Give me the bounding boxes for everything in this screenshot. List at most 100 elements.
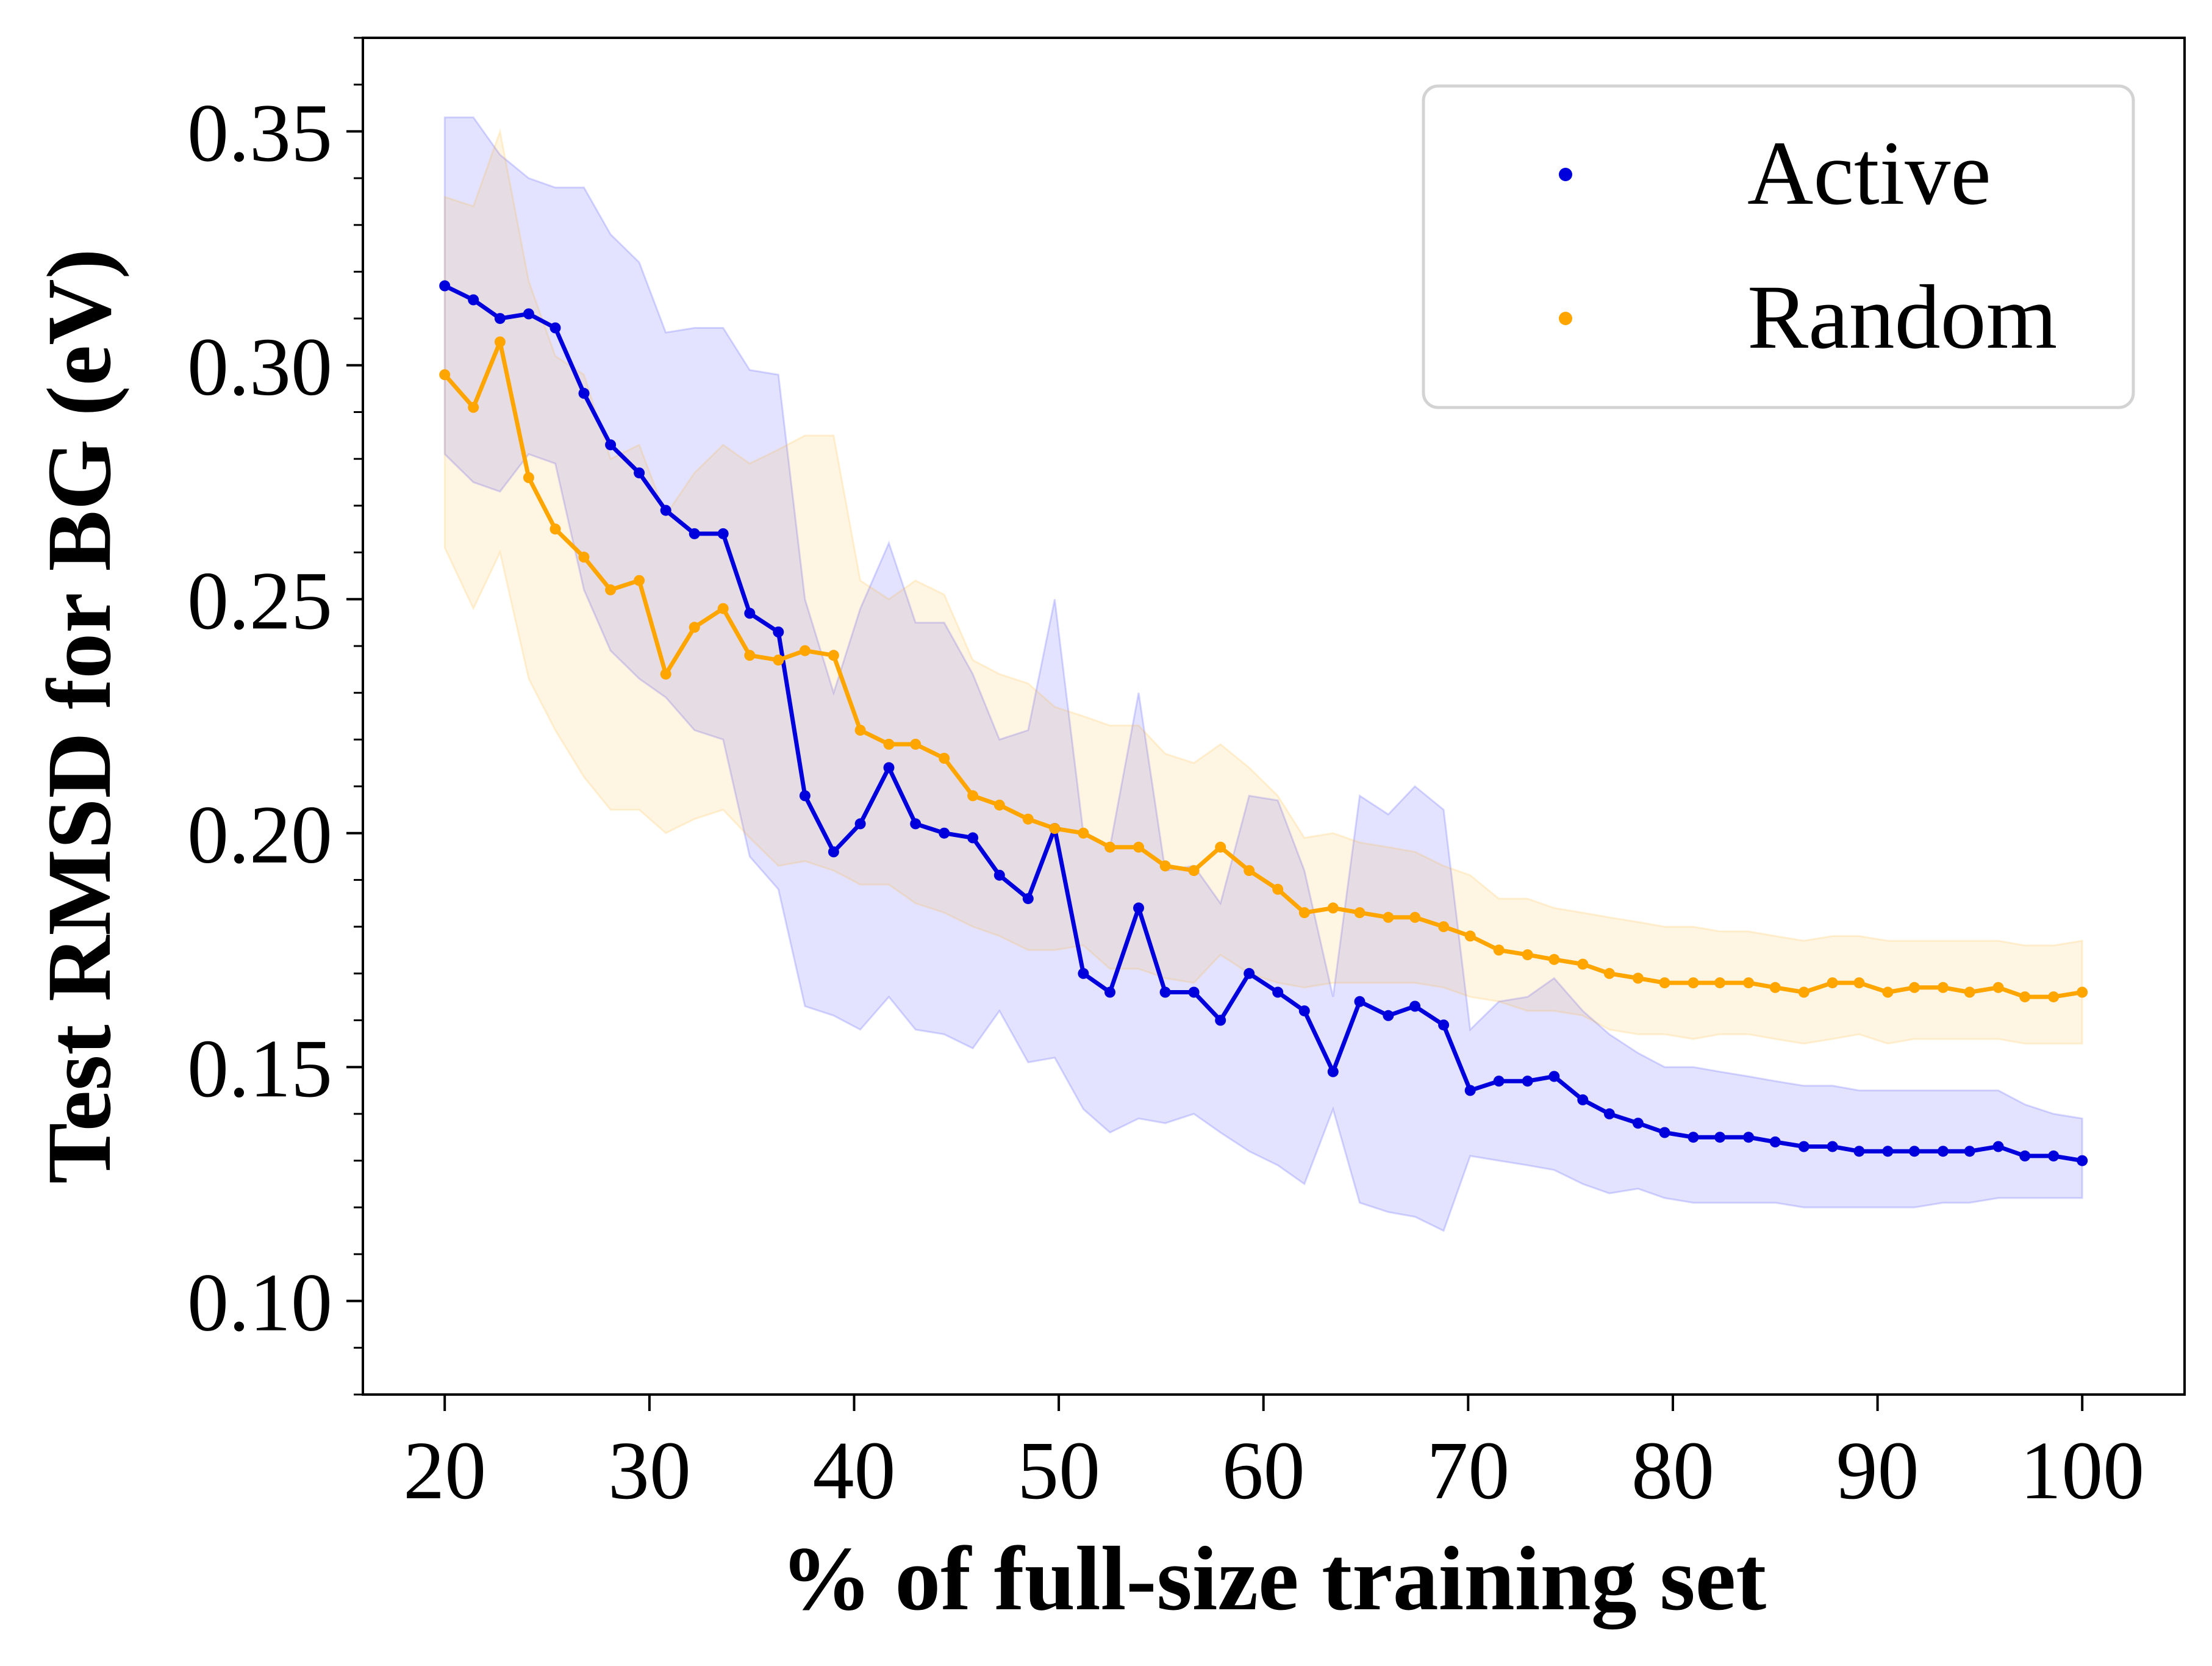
point-random (744, 650, 756, 661)
y-tick-label: 0.25 (187, 555, 332, 647)
point-active (993, 869, 1005, 881)
point-active (1464, 1085, 1476, 1096)
point-random (910, 739, 922, 750)
point-random (1159, 860, 1171, 872)
point-active (1438, 1019, 1450, 1031)
point-active (773, 627, 784, 637)
point-random (523, 472, 534, 483)
point-random (854, 725, 866, 736)
series-markers (439, 280, 2088, 1166)
point-random (1188, 865, 1200, 877)
point-active (967, 832, 979, 844)
point-random (828, 650, 839, 661)
point-random (717, 603, 729, 614)
point-active (1798, 1141, 1809, 1152)
y-tick-label: 0.30 (187, 321, 332, 413)
point-random (1049, 823, 1061, 835)
x-tick-label: 70 (1426, 1425, 1509, 1517)
point-active (1493, 1075, 1505, 1087)
point-random (660, 669, 671, 680)
x-tick-label: 90 (1836, 1425, 1919, 1517)
point-active (2019, 1150, 2031, 1162)
point-active (549, 322, 561, 334)
point-active (1992, 1141, 2004, 1152)
point-random (1022, 813, 1034, 825)
point-random (578, 551, 590, 563)
point-random (939, 753, 950, 764)
legend: Active Random (1422, 84, 2135, 409)
band-active (443, 116, 2083, 1232)
x-axis-title: % of full-size training set (781, 1528, 1767, 1629)
x-tick-label: 100 (2020, 1425, 2144, 1517)
x-tick-label: 20 (403, 1425, 486, 1517)
point-active (605, 439, 617, 451)
point-active (2077, 1155, 2088, 1166)
legend-box (1422, 84, 2135, 409)
point-active (634, 467, 645, 479)
point-active (828, 846, 839, 858)
point-random (1327, 902, 1339, 914)
x-axis: 20 30 40 50 60 70 80 90 100 (403, 1395, 2144, 1517)
point-random (1938, 982, 1949, 993)
point-random (1853, 977, 1865, 989)
x-tick-label: 30 (608, 1425, 691, 1517)
point-random (1244, 865, 1255, 877)
point-active (1659, 1127, 1670, 1138)
point-active (1909, 1146, 1920, 1157)
point-active (1298, 1005, 1310, 1017)
point-random (799, 645, 811, 656)
legend-marker-active (1559, 168, 1572, 181)
point-random (1964, 986, 1975, 998)
point-active (1688, 1132, 1699, 1143)
point-active (939, 827, 950, 839)
point-random (993, 799, 1005, 811)
point-active (1327, 1066, 1339, 1077)
point-random (1438, 921, 1450, 933)
point-random (1577, 958, 1589, 970)
plot-frame (362, 37, 2186, 1396)
point-random (1769, 982, 1781, 993)
band-random (443, 127, 2083, 1045)
point-random (1548, 953, 1560, 965)
point-active (717, 528, 729, 539)
point-active (1938, 1146, 1949, 1157)
point-active (1133, 902, 1144, 914)
point-random (1909, 982, 1920, 993)
point-active (660, 504, 671, 516)
point-active (1188, 986, 1200, 998)
point-random (1104, 841, 1115, 853)
point-active (1577, 1094, 1589, 1105)
point-random (1383, 911, 1394, 923)
point-random (1688, 977, 1699, 989)
point-random (883, 739, 895, 750)
point-random (1603, 968, 1615, 979)
point-active (1548, 1071, 1560, 1082)
y-axis: 0.10 0.15 0.20 0.25 0.30 0.35 (187, 37, 363, 1396)
y-tick-label: 0.35 (187, 87, 332, 179)
point-random (494, 336, 506, 348)
x-tick-label: 60 (1222, 1425, 1305, 1517)
point-active (1104, 986, 1115, 998)
point-active (799, 790, 811, 802)
point-random (689, 622, 700, 633)
point-random (1133, 841, 1144, 853)
legend-label-active: Active (1747, 123, 1991, 224)
point-active (1354, 996, 1365, 1007)
x-tick-label: 80 (1631, 1425, 1714, 1517)
point-active (1078, 968, 1089, 979)
point-random (1298, 907, 1310, 919)
point-active (689, 528, 700, 539)
point-random (1992, 982, 2004, 993)
point-random (1798, 986, 1809, 998)
y-tick-label: 0.10 (187, 1257, 332, 1349)
point-active (1743, 1132, 1755, 1143)
y-tick-label: 0.20 (187, 789, 332, 881)
point-active (2048, 1150, 2060, 1162)
point-active (439, 280, 451, 292)
point-active (1714, 1132, 1726, 1143)
point-active (578, 387, 590, 399)
point-active (1383, 1010, 1394, 1021)
point-active (854, 818, 866, 830)
x-tick-label: 50 (1017, 1425, 1100, 1517)
